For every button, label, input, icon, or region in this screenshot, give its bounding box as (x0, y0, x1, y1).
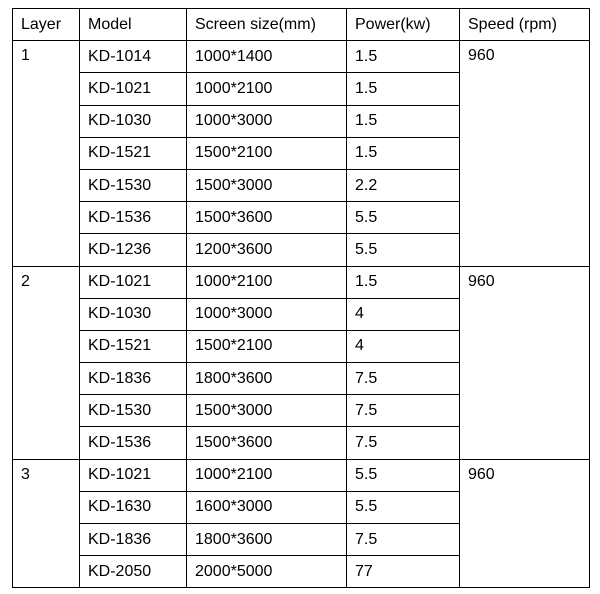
speed: 960 (459, 40, 590, 267)
table-row: KD-1536 1500*3600 7.5 (13, 426, 590, 460)
screen-size: 1200*3600 (186, 233, 347, 267)
screen-size: 1000*2100 (186, 72, 347, 106)
column-header: Screen size(mm) (186, 7, 347, 42)
screen-size: 1500*3000 (186, 168, 347, 203)
table-header: Layer Model Screen size(mm) Power(kw) Speed … (12, 7, 590, 42)
model: KD-1014 (79, 40, 187, 74)
screen-size: 1000*2100 (186, 265, 347, 299)
layer: 2 (12, 265, 80, 460)
model: KD-1836 (79, 522, 187, 557)
table-row: KD-1630 1600*3000 5.5 (13, 490, 590, 525)
model: KD-1536 (79, 201, 187, 235)
speed: 960 (459, 458, 590, 589)
table-row: KD-1836 1800*3600 7.5 (13, 522, 590, 557)
screen-size: 1800*3600 (186, 362, 347, 396)
power: 1.5 (346, 265, 460, 299)
model: KD-1530 (79, 394, 187, 428)
screen-size: 1500*3600 (186, 426, 347, 460)
screen-size: 1500*2100 (186, 329, 347, 364)
table-row: 2 KD-1021 1000*2100 1.5 960 (12, 265, 590, 460)
column-header: Model (79, 7, 187, 42)
model: KD-1530 (79, 168, 187, 203)
column-header: Speed (rpm) (459, 7, 590, 42)
power: 1.5 (346, 104, 460, 138)
model: KD-1030 (79, 104, 187, 138)
table-row: KD-2050 2000*5000 77 (13, 555, 590, 589)
screen-size: 1000*1400 (186, 40, 347, 74)
power: 7.5 (346, 394, 460, 428)
model: KD-1021 (79, 458, 187, 492)
screen-size: 1600*3000 (186, 490, 347, 525)
column-header: Power(kw) (346, 7, 460, 42)
model: KD-1236 (79, 233, 187, 267)
table-row: KD-1021 1000*2100 1.5 (13, 72, 590, 106)
model: KD-1521 (79, 329, 187, 364)
screen-size: 1000*2100 (186, 458, 347, 492)
table-row: KD-1521 1500*2100 1.5 (13, 136, 590, 170)
power: 1.5 (346, 40, 460, 74)
power: 2.2 (346, 168, 460, 203)
power: 1.5 (346, 136, 460, 170)
layer: 3 (12, 458, 80, 589)
power: 4 (346, 329, 460, 364)
power: 7.5 (346, 522, 460, 557)
model: KD-2050 (79, 555, 187, 589)
model: KD-1536 (79, 426, 187, 460)
screen-size: 1800*3600 (186, 522, 347, 557)
screen-size: 1500*3000 (186, 394, 347, 428)
table-row: KD-1030 1000*3000 1.5 (13, 104, 590, 138)
power: 5.5 (346, 233, 460, 267)
power: 7.5 (346, 426, 460, 460)
power: 5.5 (346, 458, 460, 492)
power: 7.5 (346, 362, 460, 396)
table-row: KD-1236 1200*3600 5.5 (13, 233, 590, 267)
table-row: KD-1530 1500*3000 2.2 (13, 168, 590, 203)
power: 4 (346, 297, 460, 331)
column-header: Layer (12, 7, 80, 42)
screen-size: 2000*5000 (186, 555, 347, 589)
spec-table: Layer Model Screen size(mm) Power(kw) Speed … (12, 7, 590, 589)
table-row: KD-1536 1500*3600 5.5 (13, 201, 590, 235)
power: 77 (346, 555, 460, 589)
table-body: 1 KD-1014 1000*1400 1.5 960 KD-1021 1000*2100 1… (12, 40, 590, 589)
power: 5.5 (346, 490, 460, 525)
model: KD-1021 (79, 72, 187, 106)
power: 1.5 (346, 72, 460, 106)
screen-size: 1000*3000 (186, 104, 347, 138)
header-row: Layer Model Screen size(mm) Power(kw) Speed … (12, 7, 590, 42)
screen-size: 1500*3600 (186, 201, 347, 235)
model: KD-1030 (79, 297, 187, 331)
table-row: KD-1530 1500*3000 7.5 (13, 394, 590, 428)
model: KD-1630 (79, 490, 187, 525)
model: KD-1521 (79, 136, 187, 170)
screen-size: 1500*2100 (186, 136, 347, 170)
table-row: 1 KD-1014 1000*1400 1.5 960 (12, 40, 590, 267)
model: KD-1836 (79, 362, 187, 396)
screen-size: 1000*3000 (186, 297, 347, 331)
table-row: KD-1030 1000*3000 4 (13, 297, 590, 331)
table-row: 3 KD-1021 1000*2100 5.5 960 (12, 458, 590, 589)
model: KD-1021 (79, 265, 187, 299)
layer: 1 (12, 40, 80, 267)
power: 5.5 (346, 201, 460, 235)
speed: 960 (459, 265, 590, 460)
